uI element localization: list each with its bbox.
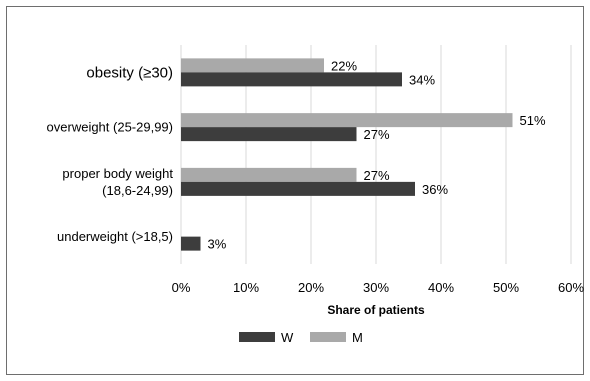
bar-w <box>181 236 201 251</box>
data-label: 36% <box>422 182 448 197</box>
bars <box>181 58 513 251</box>
bar-m <box>181 113 513 128</box>
x-tick-labels: 0% 10% 20% 30% 40% 50% 60% <box>172 280 585 295</box>
bar-w <box>181 72 402 87</box>
category-labels: obesity (≥30) overweight (25-29,99) proper… <box>47 65 174 245</box>
category-label: underweight (>18,5) <box>57 229 173 244</box>
legend-label-m: M <box>352 330 363 345</box>
data-label: 3% <box>208 237 227 252</box>
category-label: proper body weight <box>62 166 173 181</box>
chart-frame: 22% 34% 51% 27% 27% 36% 3% obesity (≥30) overwe… <box>6 6 584 375</box>
category-label: (18,6-24,99) <box>102 183 173 198</box>
category-label: overweight (25-29,99) <box>47 120 173 135</box>
x-tick-label: 40% <box>428 280 454 295</box>
x-tick-label: 0% <box>172 280 191 295</box>
bar-chart: 22% 34% 51% 27% 27% 36% 3% obesity (≥30) overwe… <box>47 45 585 345</box>
bar-m <box>181 58 324 73</box>
x-tick-label: 50% <box>493 280 519 295</box>
x-tick-label: 60% <box>558 280 584 295</box>
data-label: 22% <box>331 58 357 73</box>
category-label: obesity (≥30) <box>86 65 173 82</box>
data-label: 27% <box>364 168 390 183</box>
bar-w <box>181 181 415 196</box>
legend-swatch-w <box>239 332 275 342</box>
data-label: 34% <box>409 72 435 87</box>
legend-label-w: W <box>281 330 294 345</box>
x-tick-label: 20% <box>298 280 324 295</box>
x-tick-label: 10% <box>233 280 259 295</box>
x-tick-label: 30% <box>363 280 389 295</box>
legend-swatch-m <box>310 332 346 342</box>
x-axis-title: Share of patients <box>327 303 425 317</box>
data-labels: 22% 34% 51% 27% 27% 36% 3% <box>208 58 546 251</box>
data-label: 51% <box>520 113 546 128</box>
bar-w <box>181 127 357 142</box>
bar-m <box>181 167 357 182</box>
data-label: 27% <box>364 127 390 142</box>
